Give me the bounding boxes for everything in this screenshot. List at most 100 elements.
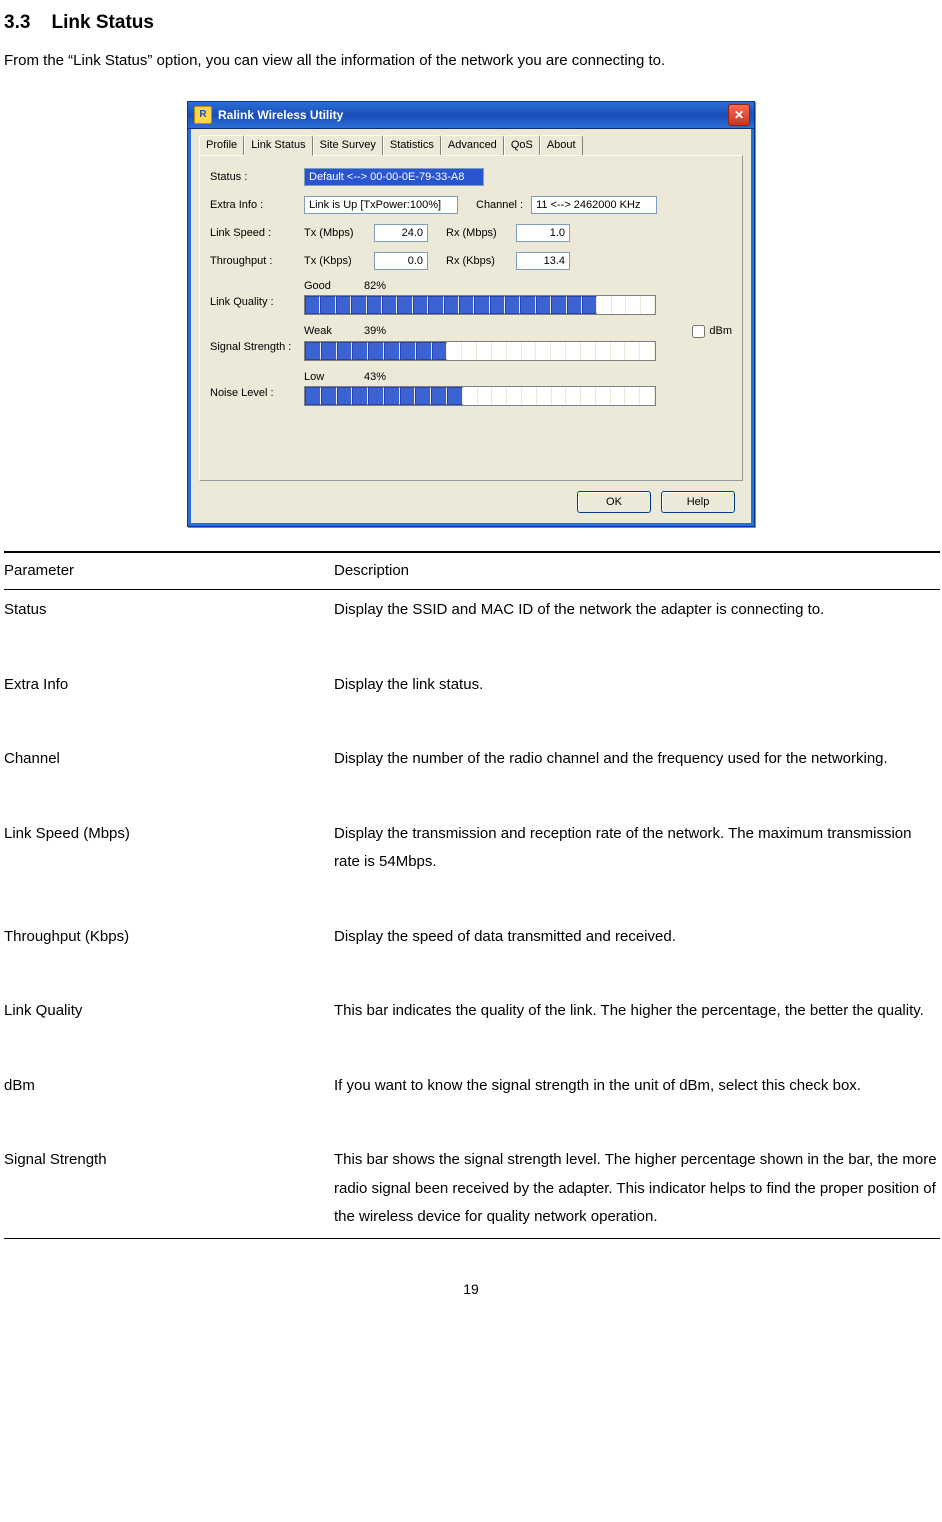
meter-segment <box>507 387 522 405</box>
meter-segment <box>337 387 353 405</box>
row-throughput: Throughput : Tx (Kbps) 0.0 Rx (Kbps) 13.… <box>210 252 732 270</box>
meter-segment <box>305 342 321 360</box>
meter-segment <box>505 296 520 314</box>
throughput-label: Throughput : <box>210 255 304 267</box>
section-heading: 3.3 Link Status <box>4 12 938 34</box>
channel-field: 11 <--> 2462000 KHz <box>531 196 657 214</box>
status-field: Default <--> 00-00-0E-79-33-A8 <box>304 168 484 186</box>
ok-button[interactable]: OK <box>577 491 651 513</box>
tab-profile[interactable]: Profile <box>199 135 244 156</box>
meter-segment <box>522 342 537 360</box>
dbm-label: dBm <box>709 325 732 337</box>
tab-statistics[interactable]: Statistics <box>383 135 441 156</box>
param-desc: Display the number of the radio channel … <box>334 739 940 780</box>
meter-segment <box>640 387 655 405</box>
section-number: 3.3 <box>4 12 30 33</box>
titlebar: R Ralink Wireless Utility ✕ <box>188 102 754 129</box>
tab-advanced[interactable]: Advanced <box>441 135 504 156</box>
meter-segment <box>352 387 368 405</box>
meter-segment <box>413 296 428 314</box>
intro-paragraph: From the “Link Status” option, you can v… <box>4 50 938 73</box>
tx-mbps-value: 24.0 <box>374 224 428 242</box>
signal-meter <box>304 341 656 361</box>
tab-about[interactable]: About <box>540 135 583 156</box>
parameter-table: Parameter Description Status Display the … <box>4 551 940 1239</box>
param-desc: Display the transmission and reception r… <box>334 814 940 883</box>
meter-segment <box>625 387 640 405</box>
meter-segment <box>305 296 320 314</box>
row-status: Status : Default <--> 00-00-0E-79-33-A8 <box>210 168 732 186</box>
tx-mbps-label: Tx (Mbps) <box>304 227 366 239</box>
noise-pct: 43% <box>364 371 386 383</box>
meter-segment <box>447 387 463 405</box>
meter-segment <box>596 387 611 405</box>
table-header-row: Parameter Description <box>4 552 940 590</box>
table-row: Signal StrengthThis bar shows the signal… <box>4 1140 940 1238</box>
meter-segment <box>415 387 431 405</box>
tx-kbps-value: 0.0 <box>374 252 428 270</box>
table-row: Throughput (Kbps)Display the speed of da… <box>4 917 940 958</box>
meter-segment <box>625 342 640 360</box>
row-signal: Signal Strength : Weak 39% dBm <box>210 325 732 361</box>
row-quality: Link Quality : Good 82% <box>210 280 732 315</box>
meter-segment <box>321 342 337 360</box>
param-desc: Display the speed of data transmitted an… <box>334 917 940 958</box>
param-name: Status <box>4 590 334 631</box>
tab-qos[interactable]: QoS <box>504 135 540 156</box>
meter-segment <box>352 342 368 360</box>
signal-pct: 39% <box>364 325 386 337</box>
meter-segment <box>400 387 416 405</box>
dialog-container: R Ralink Wireless Utility ✕ ProfileLink … <box>4 101 938 527</box>
param-name: Link Quality <box>4 991 334 1032</box>
param-desc: If you want to know the signal strength … <box>334 1066 940 1107</box>
meter-segment <box>463 387 478 405</box>
param-name: Signal Strength <box>4 1140 334 1238</box>
row-noise: Noise Level : Low 43% <box>210 371 732 406</box>
section-title: Link Status <box>52 12 154 33</box>
quality-pct: 82% <box>364 280 386 292</box>
param-name: dBm <box>4 1066 334 1107</box>
meter-segment <box>462 342 477 360</box>
noise-label: Noise Level : <box>210 371 304 399</box>
help-button[interactable]: Help <box>661 491 735 513</box>
dbm-checkbox[interactable] <box>692 325 705 338</box>
rx-kbps-label: Rx (Kbps) <box>446 255 508 267</box>
meter-segment <box>537 387 552 405</box>
close-button[interactable]: ✕ <box>728 104 750 126</box>
meter-segment <box>552 387 567 405</box>
meter-segment <box>337 342 353 360</box>
meter-segment <box>351 296 366 314</box>
meter-segment <box>626 296 640 314</box>
meter-segment <box>566 387 581 405</box>
meter-segment <box>336 296 351 314</box>
meter-segment <box>478 387 493 405</box>
meter-segment <box>507 342 522 360</box>
extra-field: Link is Up [TxPower:100%] <box>304 196 458 214</box>
tab-site-survey[interactable]: Site Survey <box>313 135 383 156</box>
noise-meter <box>304 386 656 406</box>
meter-segment <box>477 342 492 360</box>
linkspeed-label: Link Speed : <box>210 227 304 239</box>
status-label: Status : <box>210 171 304 183</box>
meter-segment <box>428 296 443 314</box>
table-row: Extra InfoDisplay the link status. <box>4 665 940 706</box>
quality-meter <box>304 295 656 315</box>
meter-segment <box>367 296 382 314</box>
extra-label: Extra Info : <box>210 199 304 211</box>
meter-segment <box>611 387 626 405</box>
rx-mbps-label: Rx (Mbps) <box>446 227 508 239</box>
meter-segment <box>368 387 384 405</box>
meter-segment <box>520 296 535 314</box>
param-name: Throughput (Kbps) <box>4 917 334 958</box>
tab-link-status[interactable]: Link Status <box>244 135 312 156</box>
meter-segment <box>640 342 655 360</box>
meter-segment <box>397 296 412 314</box>
th-parameter: Parameter <box>4 552 334 590</box>
meter-segment <box>596 342 611 360</box>
dialog-body: ProfileLink StatusSite SurveyStatisticsA… <box>188 129 754 526</box>
meter-segment <box>567 296 582 314</box>
app-icon: R <box>194 106 212 124</box>
meter-segment <box>492 342 507 360</box>
tab-panel-linkstatus: Status : Default <--> 00-00-0E-79-33-A8 … <box>199 155 743 481</box>
meter-segment <box>432 342 448 360</box>
